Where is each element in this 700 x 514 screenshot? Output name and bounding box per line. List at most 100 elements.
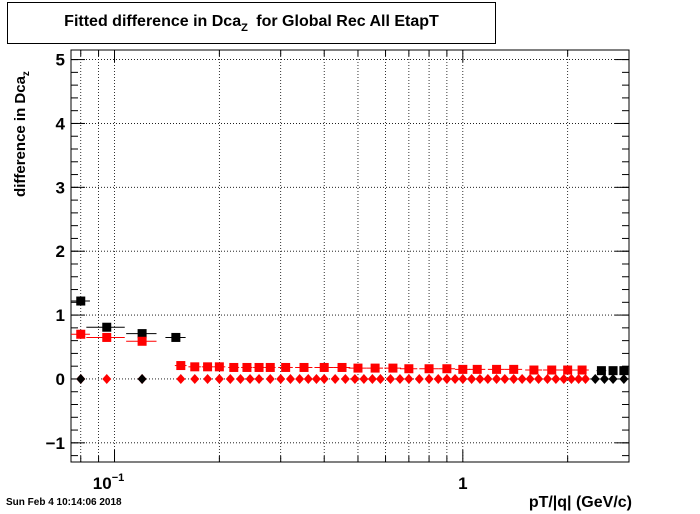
data-point-diamond (303, 373, 313, 384)
data-point-diamond (509, 373, 519, 384)
data-point-diamond (458, 373, 468, 384)
data-point-square (353, 363, 363, 373)
data-point-diamond (367, 373, 377, 384)
data-point-diamond (359, 373, 369, 384)
data-point-diamond (483, 373, 493, 384)
data-point-diamond (599, 373, 609, 384)
data-point-square (337, 362, 347, 372)
data-point-square (509, 364, 519, 374)
data-point-diamond (608, 373, 618, 384)
data-point-diamond (176, 373, 186, 384)
data-point-diamond (137, 373, 147, 384)
data-point-diamond (102, 373, 112, 384)
data-point-square (254, 362, 264, 372)
data-point-diamond (285, 373, 295, 384)
data-point-diamond (404, 373, 414, 384)
data-point-diamond (245, 373, 255, 384)
data-point-diamond (450, 373, 460, 384)
y-tick-labels: −1 0 1 2 3 4 5 (46, 51, 66, 453)
data-point-diamond (319, 373, 329, 384)
data-point-diamond (375, 373, 385, 384)
data-point-diamond (492, 373, 502, 384)
data-point-square (265, 362, 275, 372)
data-marks (71, 296, 629, 384)
y-tick-label: 5 (56, 51, 65, 70)
data-point-square (229, 362, 239, 372)
data-point-diamond (559, 373, 569, 384)
data-point-square (281, 362, 291, 372)
data-point-diamond (500, 373, 510, 384)
data-point-diamond (414, 373, 424, 384)
timestamp: Sun Feb 4 10:14:06 2018 (6, 497, 122, 508)
data-point-diamond (590, 373, 600, 384)
data-point-diamond (566, 373, 576, 384)
data-point-square (76, 329, 86, 339)
data-point-square (577, 365, 587, 375)
data-point-diamond (534, 373, 544, 384)
data-point-diamond (442, 373, 452, 384)
data-point-square (458, 364, 468, 374)
data-point-square (76, 296, 86, 306)
data-point-diamond (475, 373, 485, 384)
data-point-diamond (542, 373, 552, 384)
data-point-diamond (580, 373, 590, 384)
data-point-square (547, 365, 557, 375)
y-tick-label: 2 (56, 242, 65, 261)
data-point-square (442, 364, 452, 374)
data-point-diamond (525, 373, 535, 384)
x-tick-labels: 10−1 1 (93, 472, 468, 493)
data-point-square (137, 336, 147, 346)
data-point-diamond (574, 373, 584, 384)
data-point-square (388, 363, 398, 373)
y-tick-label: 0 (56, 370, 65, 389)
data-point-diamond (467, 373, 477, 384)
data-point-diamond (551, 373, 561, 384)
data-point-square (492, 364, 502, 374)
data-point-square (299, 362, 309, 372)
title-box: Fitted difference in DcaZ for Global Rec… (7, 2, 496, 44)
data-point-diamond (203, 373, 213, 384)
data-point-diamond (254, 373, 264, 384)
data-point-diamond (295, 373, 305, 384)
data-point-square (596, 366, 606, 376)
data-point-diamond (330, 373, 340, 384)
data-point-square (472, 364, 482, 374)
data-point-diamond (433, 373, 443, 384)
y-tick-label: −1 (46, 434, 65, 453)
data-point-diamond (76, 373, 86, 384)
grid (71, 50, 630, 462)
plot-frame (70, 49, 630, 463)
frame-and-ticks (70, 49, 630, 463)
x-tick-label: 10−1 (93, 472, 124, 493)
x-axis-label: pT/|q| (GeV/c) (528, 494, 632, 511)
data-point-square (137, 329, 147, 339)
data-point-diamond (424, 373, 434, 384)
data-point-diamond (350, 373, 360, 384)
data-point-diamond (214, 373, 224, 384)
y-tick-label: 1 (56, 306, 65, 325)
data-point-diamond (340, 373, 350, 384)
data-point-diamond (225, 373, 235, 384)
chart-title: Fitted difference in DcaZ for Global Rec… (64, 13, 439, 34)
data-point-diamond (276, 373, 286, 384)
data-point-diamond (265, 373, 275, 384)
data-point-diamond (395, 373, 405, 384)
data-point-square (563, 365, 573, 375)
data-point-diamond (619, 373, 629, 384)
data-point-square (102, 322, 112, 332)
data-point-square (370, 363, 380, 373)
y-tick-label: 3 (56, 178, 65, 197)
data-point-square (608, 366, 618, 376)
data-point-square (171, 332, 181, 342)
data-point-square (203, 362, 213, 372)
data-point-square (529, 365, 539, 375)
data-point-square (242, 362, 252, 372)
data-point-diamond (386, 373, 396, 384)
data-point-square (404, 364, 414, 374)
data-point-square (176, 361, 186, 371)
data-point-square (319, 362, 329, 372)
data-point-diamond (517, 373, 527, 384)
y-tick-label: 4 (56, 114, 66, 133)
data-point-square (102, 332, 112, 342)
